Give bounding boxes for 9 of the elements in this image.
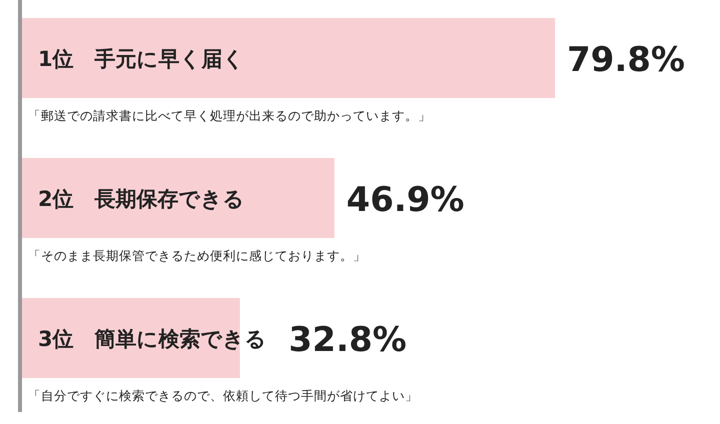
annotation: 「そのまま長期保管できるため便利に感じております。」: [28, 248, 366, 263]
annotation: 「自分ですぐに検索できるので、依頼して待つ手間が省けてよい」: [28, 388, 418, 403]
y-tick-label: 3位 簡単に検索できる: [38, 327, 267, 351]
data-label: 32.8%: [288, 320, 407, 360]
y-tick-label: 2位 長期保存できる: [38, 187, 245, 211]
data-label: 46.9%: [346, 180, 464, 220]
data-label: 79.8%: [567, 40, 685, 80]
y-tick-label: 1位 手元に早く届く: [38, 47, 245, 71]
annotation: 「郵送での請求書に比べて早く処理が出来るので助かっています。」: [28, 108, 431, 123]
